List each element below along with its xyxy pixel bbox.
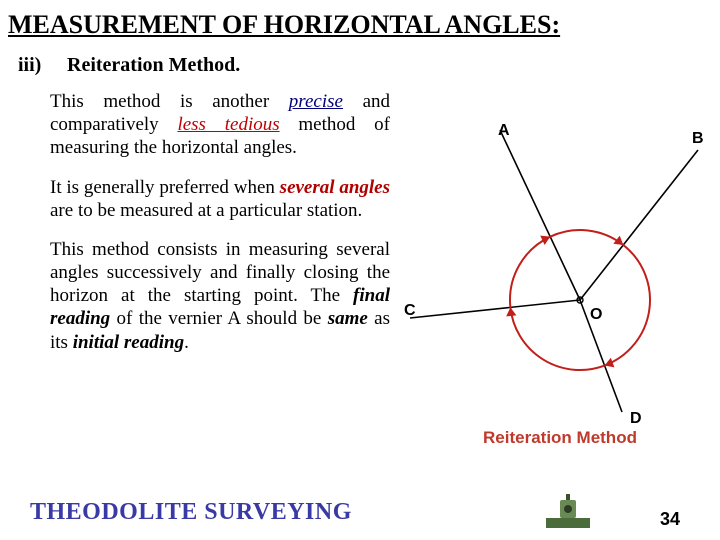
p2-sev: several angles — [280, 177, 390, 198]
p2-a: It is generally preferred when — [50, 177, 280, 198]
p2-b: are to be measured at a particular stati… — [50, 200, 362, 221]
p3-b: of the vernier A should be — [110, 308, 328, 329]
p1-precise: precise — [289, 91, 343, 112]
p3-d: . — [184, 332, 189, 353]
point-label-B: B — [692, 130, 704, 148]
section-heading: iii) Reiteration Method. — [0, 44, 720, 87]
p3-a: This method consists in measuring severa… — [50, 239, 390, 306]
paragraph-3: This method consists in measuring severa… — [50, 238, 390, 354]
footer-title: THEODOLITE SURVEYING — [30, 499, 352, 526]
page-title: MEASUREMENT OF HORIZONTAL ANGLES: — [0, 0, 720, 44]
page-number: 34 — [660, 509, 680, 530]
diagram-svg — [410, 100, 710, 440]
p3-same: same — [328, 308, 368, 329]
point-label-D: D — [630, 410, 642, 428]
reiteration-diagram: A B C D O Reiteration Method — [410, 100, 710, 460]
body-column: This method is another precise and compa… — [50, 90, 390, 370]
paragraph-2: It is generally preferred when several a… — [50, 176, 390, 222]
point-label-C: C — [404, 302, 416, 320]
diagram-caption: Reiteration Method — [410, 428, 710, 448]
p3-initial: initial reading — [73, 332, 184, 353]
point-label-O: O — [590, 306, 602, 324]
point-label-A: A — [498, 122, 510, 140]
p1-less-tedious: less tedious — [177, 114, 279, 135]
theodolite-icon — [546, 494, 590, 528]
section-roman: iii) — [18, 54, 62, 77]
section-text: Reiteration Method. — [67, 54, 240, 76]
paragraph-1: This method is another precise and compa… — [50, 90, 390, 160]
p1-a: This method is another — [50, 91, 289, 112]
